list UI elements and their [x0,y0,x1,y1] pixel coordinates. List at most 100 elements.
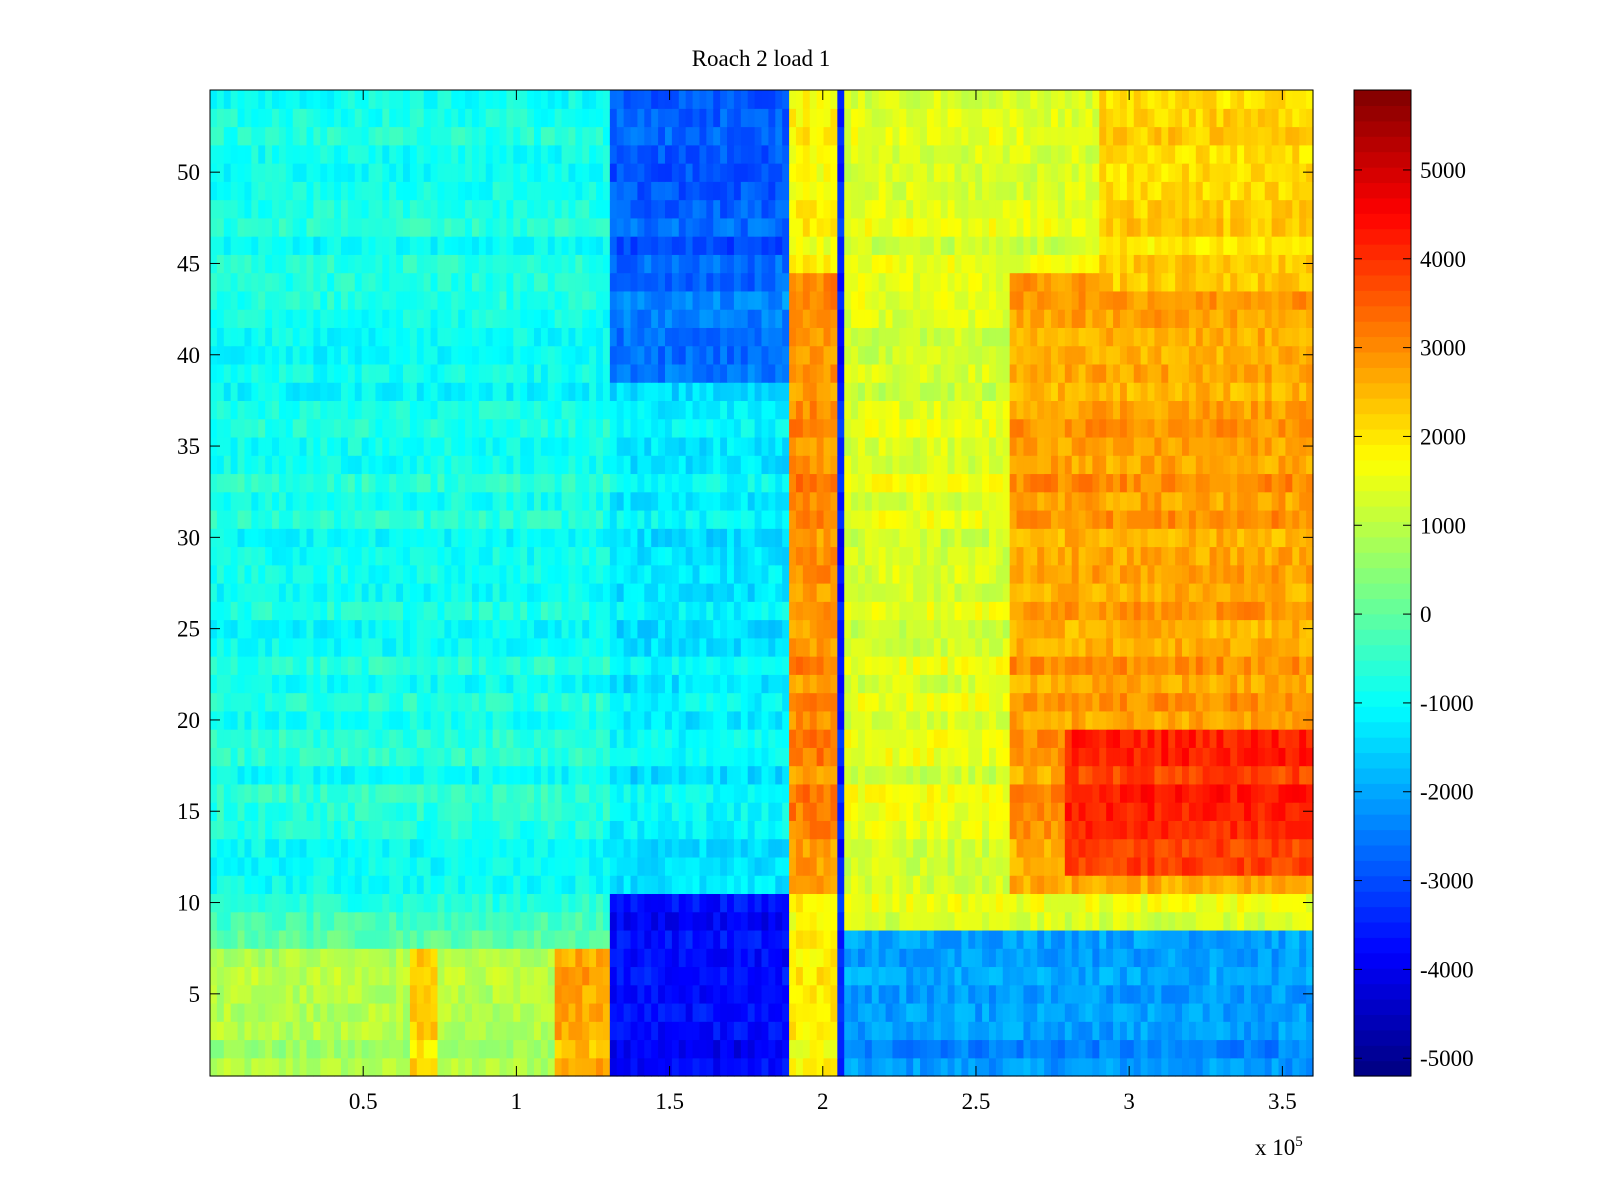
heatmap-cell [623,564,632,584]
heatmap-cell [389,911,397,931]
heatmap-cell [844,1057,852,1077]
heatmap-cell [747,1002,756,1022]
heatmap-cell [775,783,783,803]
heatmap-cell [740,729,749,748]
heatmap-cell [589,710,597,730]
heatmap-cell [899,856,907,876]
heatmap-cell [685,783,694,803]
heatmap-cell [554,802,563,821]
heatmap-cell [458,747,466,767]
chart-title: Roach 2 load 1 [692,46,831,71]
heatmap-cell [451,491,459,511]
heatmap-cell [1147,875,1156,895]
heatmap-cell [396,765,404,785]
heatmap-cell [1230,802,1238,821]
heatmap-cell [1057,1002,1066,1022]
heatmap-cell [1037,546,1045,566]
heatmap-cell [1195,984,1204,1004]
heatmap-cell [899,820,907,840]
heatmap-cell [892,546,900,566]
heatmap-cell [830,948,838,968]
heatmap-cell [975,509,983,529]
heatmap-cell [534,1002,542,1022]
heatmap-cell [713,619,721,639]
heatmap-cell [609,528,618,548]
heatmap-cell [1119,820,1128,840]
heatmap-cell [499,802,508,821]
heatmap-cell [789,765,797,785]
heatmap-cell [582,856,590,876]
heatmap-cell [1209,1002,1218,1022]
heatmap-cell [237,1057,246,1077]
heatmap-cell [1250,783,1259,803]
heatmap-cell [1161,765,1169,785]
heatmap-cell [1099,564,1107,584]
heatmap-cell [451,619,459,639]
heatmap-cell [596,528,604,548]
heatmap-cell [844,783,852,803]
heatmap-cell [713,1002,721,1022]
heatmap-cell [258,820,266,840]
heatmap-cell [816,875,825,895]
heatmap-cell [1092,893,1100,913]
heatmap-cell [265,984,273,1004]
heatmap-cell [361,783,370,803]
heatmap-cell [258,583,266,602]
heatmap-cell [830,710,838,730]
heatmap-cell [1202,1002,1211,1022]
heatmap-cell [1023,856,1031,876]
heatmap-cell [775,911,783,931]
heatmap-cell [568,838,576,858]
heatmap-cell [1071,729,1080,748]
heatmap-cell [1195,564,1204,584]
heatmap-cell [561,601,570,621]
heatmap-cell [1271,929,1280,949]
heatmap-cell [789,802,797,821]
heatmap-cell [747,911,756,931]
heatmap-cell [775,1057,783,1077]
heatmap-cell [306,637,314,657]
heatmap-cell [1037,729,1045,748]
heatmap-cell [802,583,811,602]
heatmap-cell [892,710,900,730]
heatmap-cell [1078,984,1087,1004]
heatmap-cell [940,838,949,858]
heatmap-cell [223,528,232,548]
heatmap-cell [740,637,749,657]
heatmap-cell [1230,783,1238,803]
heatmap-cell [1257,1021,1266,1041]
heatmap-cell [830,656,838,675]
heatmap-cell [1154,984,1162,1004]
heatmap-cell [1085,1039,1093,1059]
heatmap-cell [899,656,907,675]
heatmap-cell [727,838,735,858]
heatmap-cell [1182,1039,1190,1059]
heatmap-cell [1016,637,1025,657]
heatmap-cell [547,820,556,840]
heatmap-cell [1202,875,1211,895]
heatmap-cell [575,802,583,821]
heatmap-cell [478,856,487,876]
heatmap-cell [437,948,445,968]
heatmap-cell [334,637,342,657]
heatmap-cell [1030,674,1038,694]
heatmap-cell [823,875,832,895]
heatmap-cell [885,509,894,529]
heatmap-cell [1202,729,1211,748]
heatmap-cell [775,583,783,602]
heatmap-cell [1147,619,1156,639]
heatmap-cell [1113,875,1121,895]
heatmap-cell [1106,1002,1114,1022]
heatmap-cell [382,893,390,913]
heatmap-cell [1023,893,1031,913]
heatmap-cell [982,929,990,949]
heatmap-cell [609,948,618,968]
heatmap-cell [1057,856,1066,876]
heatmap-cell [423,509,432,529]
heatmap-cell [1002,674,1011,694]
heatmap-cell [1285,564,1293,584]
heatmap-cell [678,966,687,986]
heatmap-cell [534,528,542,548]
heatmap-cell [1154,692,1162,712]
heatmap-cell [444,929,452,949]
